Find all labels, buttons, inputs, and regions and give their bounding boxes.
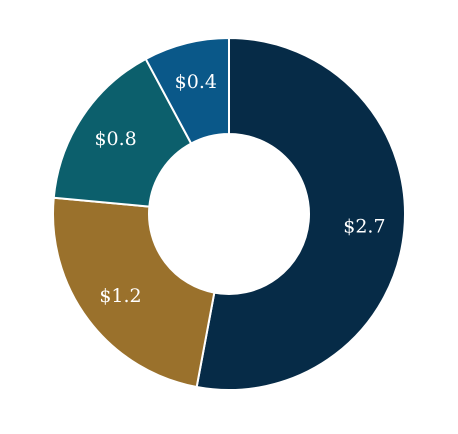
slice-value-label: $2.7 <box>343 216 385 238</box>
donut-slice <box>144 36 230 145</box>
slice-value-label: $0.8 <box>94 128 136 150</box>
slice-value-label: $0.4 <box>175 71 217 93</box>
donut-slice <box>52 57 193 208</box>
slice-value-label: $1.2 <box>99 285 141 307</box>
donut-slice <box>195 36 407 391</box>
labels-group: $2.7 $1.2 $0.8 $0.4 <box>94 71 385 307</box>
slices-group <box>52 36 407 391</box>
donut-slice <box>52 196 216 389</box>
